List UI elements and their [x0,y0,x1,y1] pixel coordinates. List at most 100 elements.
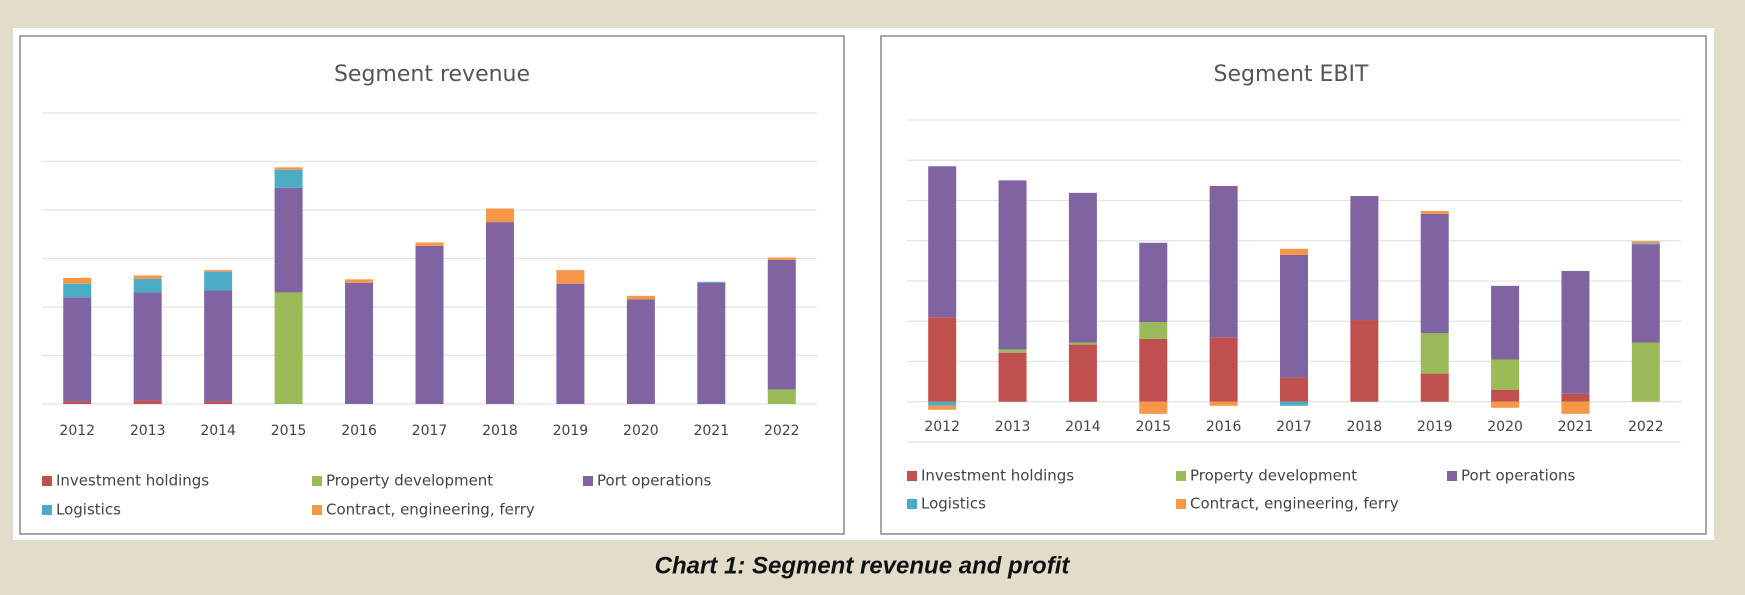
bar-segment [1139,338,1168,402]
x-tick-label: 2015 [271,423,307,439]
x-tick-label: 2017 [412,423,448,439]
legend-label: Port operations [597,472,712,490]
bar-segment [1631,244,1660,343]
legend-label: Logistics [56,501,121,519]
bar-segment [274,292,303,404]
bar-segment [1350,320,1379,402]
x-tick-label: 2019 [1417,419,1453,435]
bar-segment [1280,377,1308,402]
x-tick-label: 2015 [1135,419,1171,435]
bar-segment [1631,243,1660,245]
bar-segment [556,270,585,284]
bar-segment [1420,373,1449,402]
bar-segment [415,242,444,246]
bar-segment [274,167,303,170]
bar-segment [63,401,92,404]
x-tick-label: 2022 [764,423,800,439]
x-tick-label: 2021 [693,423,729,439]
x-tick-label: 2020 [1487,419,1523,435]
bar-segment [626,295,655,300]
x-tick-label: 2018 [482,423,518,439]
x-tick-label: 2013 [130,423,166,439]
bar-segment [63,277,92,284]
bar-segment [345,279,374,283]
legend-label: Property development [326,472,493,490]
legend-swatch [907,499,917,509]
bar-segment [767,259,796,390]
bar-segment [767,257,796,260]
bar-segment [1280,254,1308,378]
bar-segment [485,222,514,404]
bar-segment [1280,401,1308,406]
bar-segment [133,278,162,293]
bar-segment [204,290,233,402]
bar-segment [1139,322,1168,339]
bar-segment [63,297,92,402]
bar-segment [204,401,233,404]
bar-segment [1561,401,1590,414]
bar-segment [133,400,162,404]
bar-segment [697,281,726,283]
legend-label: Port operations [1461,467,1576,485]
bar-segment [998,180,1027,350]
bar-segment [485,208,514,223]
bar-segment [1139,242,1168,323]
legend-label: Property development [1190,467,1357,485]
bar-segment [697,282,726,404]
bar-segment [1068,192,1097,343]
bar-segment [1139,401,1168,414]
legend-swatch [907,471,917,481]
bar-segment [1209,337,1238,402]
x-tick-label: 2016 [341,423,377,439]
bar-segment [928,166,957,318]
bar-segment [1491,389,1520,402]
bar-segment [1209,401,1238,406]
legend-swatch [312,476,322,486]
bar-segment [274,169,303,188]
bar-segment [204,270,233,272]
x-tick-label: 2012 [59,423,95,439]
legend-swatch [1447,471,1457,481]
bar-segment [928,401,957,406]
bar-segment [998,349,1027,353]
x-tick-label: 2017 [1276,419,1312,435]
x-tick-label: 2014 [200,423,236,439]
x-tick-label: 2019 [553,423,589,439]
legend-swatch [312,505,322,515]
bar-segment [626,299,655,404]
bar-segment [1631,241,1660,244]
bar-segment [556,283,585,404]
legend-swatch [1176,471,1186,481]
bar-segment [1420,210,1449,214]
x-tick-label: 2016 [1206,419,1242,435]
bar-segment [767,389,796,404]
bar-segment [1561,270,1590,394]
bar-segment [998,352,1027,402]
bar-segment [1209,186,1238,338]
x-tick-label: 2013 [995,419,1031,435]
bar-segment [1491,285,1520,360]
chart-title: Segment EBIT [1214,62,1369,87]
bar-segment [1631,342,1660,402]
x-tick-label: 2018 [1347,419,1383,435]
legend-swatch [1176,499,1186,509]
legend-swatch [583,476,593,486]
bar-segment [415,245,444,404]
bar-segment [1420,213,1449,334]
x-tick-label: 2012 [924,419,960,435]
legend-swatch [42,505,52,515]
bar-segment [1420,333,1449,374]
bar-segment [1561,393,1590,402]
bar-segment [1491,401,1520,408]
x-tick-label: 2021 [1558,419,1594,435]
bar-segment [928,405,957,410]
caption: Chart 1: Segment revenue and profit [655,552,1071,579]
legend-label: Contract, engineering, ferry [326,501,535,519]
x-tick-label: 2022 [1628,419,1664,435]
legend-label: Investment holdings [56,472,209,490]
bar-segment [133,292,162,401]
legend-label: Investment holdings [921,467,1074,485]
x-tick-label: 2014 [1065,419,1101,435]
